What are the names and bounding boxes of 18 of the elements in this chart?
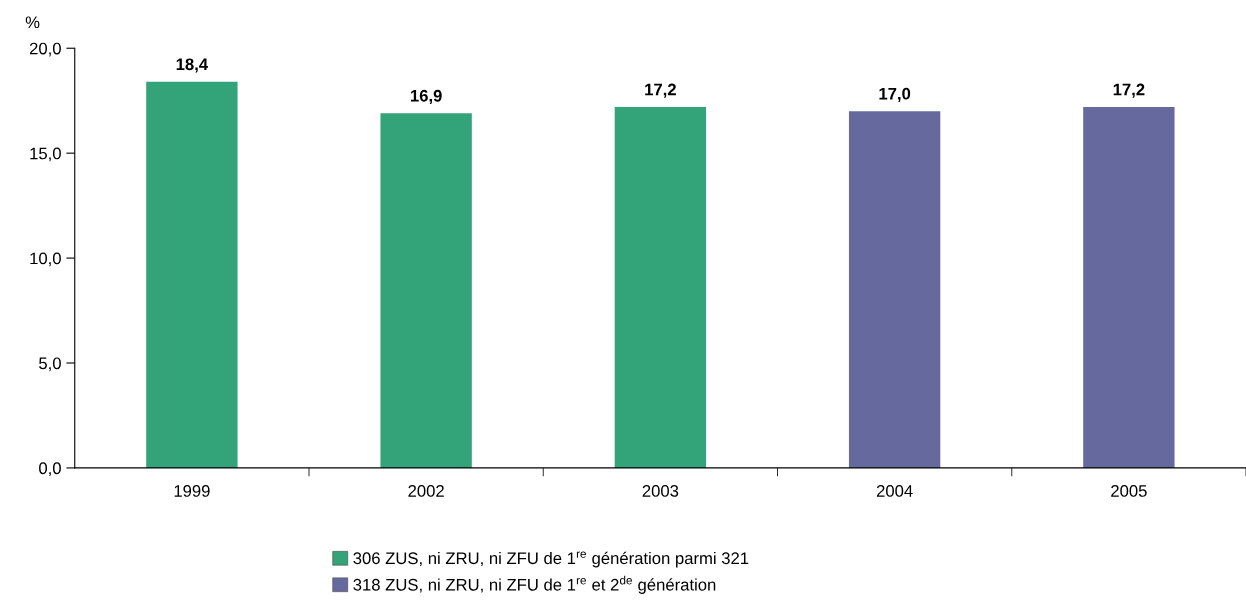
data-label: 16,9 <box>410 89 442 105</box>
x-tick-label: 2002 <box>408 485 444 497</box>
data-label: 18,4 <box>176 58 209 73</box>
legend-label: 318 ZUS, ni ZRU, ni ZFU de 1$^{re}$ et 2$^{de}$ génération <box>353 575 716 594</box>
data-label: 17,2 <box>645 83 676 98</box>
x-tick-label: 2003 <box>642 485 679 497</box>
y-tick-label: 5,0 <box>39 357 61 372</box>
legend-label: 306 ZUS, ni ZRU, ni ZFU de 1$^{re}$ génération parmi 321 <box>353 551 749 568</box>
y-tick-label: 20,0 <box>29 42 61 57</box>
y-tick-label: 15,0 <box>30 147 61 162</box>
x-tick-label: 2004 <box>876 485 913 497</box>
y-tick-label: 10,0 <box>30 252 61 267</box>
data-label: 17,0 <box>879 87 911 102</box>
data-label: 17,2 <box>1113 83 1145 98</box>
y-axis-title: % <box>25 16 40 29</box>
y-tick-label: 0,0 <box>39 462 61 477</box>
x-tick-label: 2005 <box>1111 485 1147 497</box>
x-tick-label: 1999 <box>174 485 210 497</box>
